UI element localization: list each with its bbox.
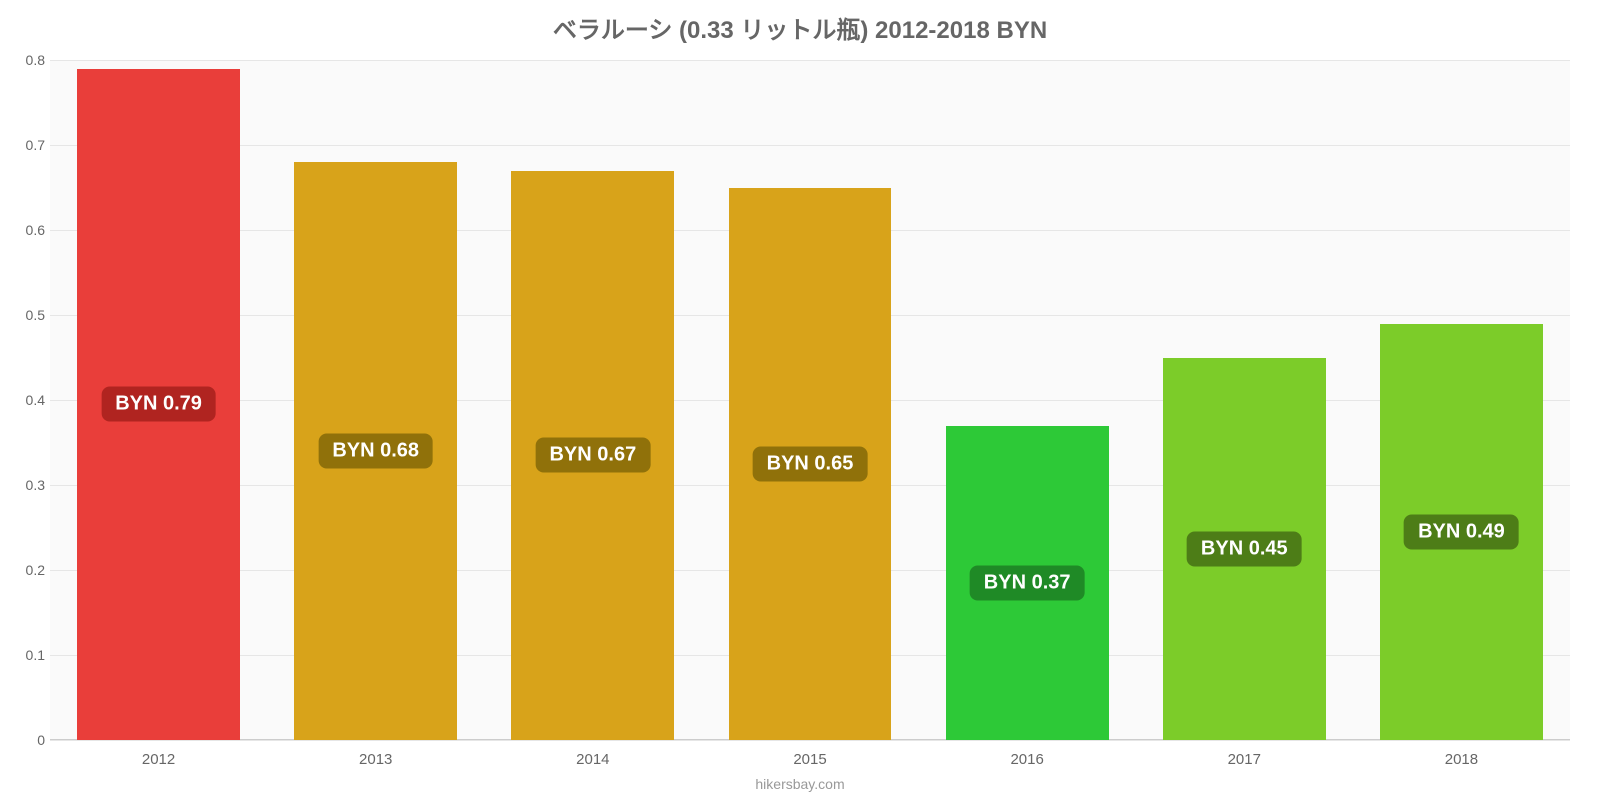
x-tick-label: 2016 (967, 751, 1087, 768)
x-tick-label: 2017 (1184, 751, 1304, 768)
y-tick-label: 0.3 (10, 477, 45, 493)
bar-value-label: BYN 0.49 (1404, 514, 1519, 549)
x-tick-label: 2018 (1401, 751, 1521, 768)
bar-value-label: BYN 0.45 (1187, 531, 1302, 566)
y-tick-label: 0.7 (10, 137, 45, 153)
bar-value-label: BYN 0.37 (970, 565, 1085, 600)
x-tick-label: 2012 (99, 751, 219, 768)
y-tick-label: 0.6 (10, 222, 45, 238)
chart-title: ベラルーシ (0.33 リットル瓶) 2012-2018 BYN (0, 10, 1600, 45)
y-tick-label: 0.8 (10, 52, 45, 68)
y-tick-label: 0.1 (10, 647, 45, 663)
y-tick-label: 0.4 (10, 392, 45, 408)
chart-container: ベラルーシ (0.33 リットル瓶) 2012-2018 BYN 00.10.2… (0, 0, 1600, 800)
bar-value-label: BYN 0.68 (318, 434, 433, 469)
y-tick-label: 0.2 (10, 562, 45, 578)
bar-value-label: BYN 0.79 (101, 387, 216, 422)
gridline (50, 740, 1570, 741)
gridline (50, 145, 1570, 146)
plot-area: 00.10.20.30.40.50.60.70.8BYN 0.792012BYN… (50, 60, 1570, 740)
x-tick-label: 2015 (750, 751, 870, 768)
chart-caption: hikersbay.com (0, 776, 1600, 792)
y-tick-label: 0.5 (10, 307, 45, 323)
bar-value-label: BYN 0.67 (535, 438, 650, 473)
gridline (50, 60, 1570, 61)
x-tick-label: 2014 (533, 751, 653, 768)
bar-value-label: BYN 0.65 (753, 446, 868, 481)
y-tick-label: 0 (10, 732, 45, 748)
x-tick-label: 2013 (316, 751, 436, 768)
